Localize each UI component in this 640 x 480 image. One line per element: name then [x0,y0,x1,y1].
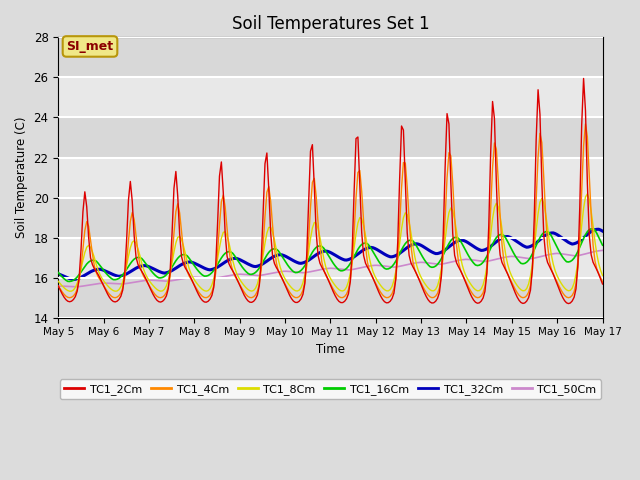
Title: Soil Temperatures Set 1: Soil Temperatures Set 1 [232,15,429,33]
TC1_32Cm [513,239,521,245]
TC1_16Cm [523,259,531,265]
TC1_32Cm [54,271,62,277]
Bar [58,37,602,77]
Line: TC1_50Cm: TC1_50Cm [58,251,602,287]
Legend: TC1_2Cm, TC1_4Cm, TC1_8Cm, TC1_16Cm, TC1_32Cm, TC1_50Cm: TC1_2Cm, TC1_4Cm, TC1_8Cm, TC1_16Cm, TC1… [60,379,601,399]
TC1_32Cm [70,276,77,282]
TC1_50Cm [536,254,544,260]
TC1_16Cm [54,270,62,276]
Bar [58,77,602,118]
TC1_8Cm [536,199,544,205]
TC1_16Cm [553,244,561,250]
TC1_2Cm [534,87,542,93]
TC1_4Cm [66,295,74,300]
TC1_8Cm [553,273,561,278]
TC1_4Cm [598,279,606,285]
Bar [58,238,602,277]
TC1_16Cm [588,226,595,232]
TC1_2Cm [102,288,109,293]
Line: TC1_8Cm: TC1_8Cm [58,194,602,291]
TC1_50Cm [523,255,531,261]
Bar [58,157,602,198]
TC1_32Cm [332,252,339,258]
TC1_16Cm [536,235,544,240]
TC1_32Cm [598,228,606,234]
TC1_2Cm [580,75,588,81]
TC1_16Cm [104,272,111,278]
TC1_4Cm [104,289,111,295]
TC1_4Cm [523,293,531,299]
TC1_8Cm [104,283,111,288]
TC1_8Cm [598,273,606,278]
TC1_50Cm [513,254,521,260]
TC1_16Cm [598,242,606,248]
TC1_32Cm [104,269,111,275]
TC1_32Cm [595,227,603,232]
Text: SI_met: SI_met [67,40,113,53]
TC1_50Cm [54,283,62,289]
Line: TC1_2Cm: TC1_2Cm [58,78,602,303]
TC1_50Cm [553,251,561,256]
Bar [58,277,602,318]
TC1_8Cm [584,191,591,197]
Line: TC1_16Cm: TC1_16Cm [58,229,602,281]
X-axis label: Time: Time [316,343,345,356]
TC1_8Cm [332,283,339,288]
TC1_50Cm [332,265,339,271]
TC1_8Cm [66,288,74,294]
TC1_16Cm [513,256,521,262]
TC1_16Cm [66,278,74,284]
TC1_8Cm [523,286,531,291]
Bar [58,198,602,238]
TC1_4Cm [332,289,339,295]
TC1_4Cm [553,279,561,285]
TC1_32Cm [553,232,561,238]
TC1_2Cm [330,289,337,295]
TC1_4Cm [582,121,589,127]
Line: TC1_4Cm: TC1_4Cm [58,124,602,298]
TC1_8Cm [54,278,62,284]
TC1_4Cm [536,131,544,136]
Y-axis label: Soil Temperature (C): Soil Temperature (C) [15,117,28,238]
TC1_2Cm [551,276,559,282]
TC1_32Cm [536,237,544,242]
TC1_50Cm [598,248,606,253]
TC1_8Cm [513,283,521,288]
TC1_32Cm [523,244,531,250]
TC1_4Cm [513,290,521,296]
TC1_2Cm [598,281,606,287]
TC1_2Cm [54,283,62,289]
TC1_50Cm [74,284,81,290]
TC1_50Cm [104,280,111,286]
TC1_16Cm [332,263,339,269]
TC1_2Cm [564,300,572,306]
TC1_2Cm [521,300,529,306]
Bar [58,118,602,157]
TC1_2Cm [511,290,519,296]
Line: TC1_32Cm: TC1_32Cm [58,229,602,279]
TC1_4Cm [54,283,62,289]
